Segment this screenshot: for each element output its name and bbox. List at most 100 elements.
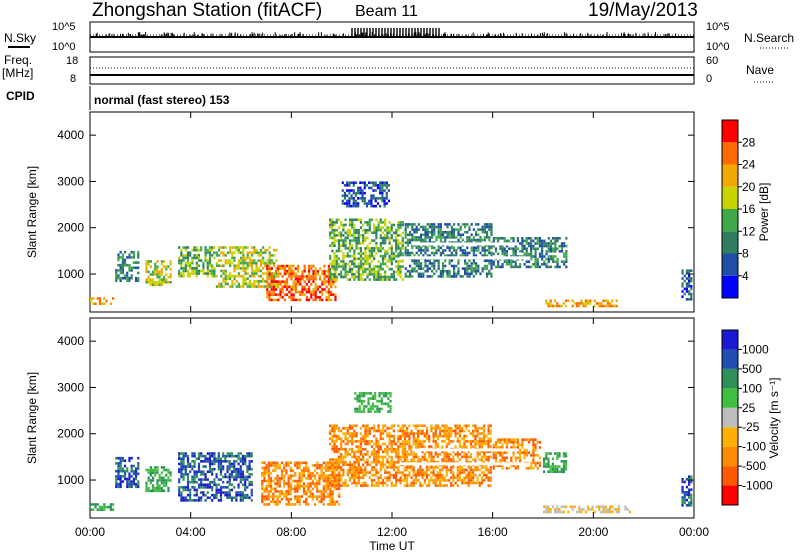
- echo-cell: [246, 476, 248, 479]
- echo-cell: [180, 452, 182, 455]
- echo-cell: [432, 469, 434, 472]
- echo-cell: [501, 446, 503, 449]
- echo-cell: [193, 455, 195, 458]
- echo-cell: [370, 197, 372, 200]
- echo-cell: [684, 293, 686, 296]
- echo-cell: [362, 257, 364, 260]
- echo-cell: [358, 276, 360, 279]
- echo-cell: [103, 503, 105, 506]
- echo-cell: [397, 255, 399, 258]
- echo-cell: [377, 226, 379, 229]
- echo-cell: [231, 499, 233, 502]
- echo-cell: [312, 299, 314, 302]
- echo-cell: [216, 251, 218, 254]
- echo-cell: [319, 278, 321, 281]
- echo-cell: [315, 293, 317, 296]
- echo-cell: [242, 270, 244, 273]
- echo-cell: [316, 464, 318, 467]
- echo-cell: [364, 453, 366, 456]
- echo-cell: [474, 466, 476, 469]
- echo-cell: [424, 435, 426, 438]
- echo-cell: [362, 270, 364, 273]
- echo-cell: [167, 490, 169, 493]
- echo-cell: [295, 267, 297, 270]
- echo-cell: [211, 254, 213, 257]
- echo-cell: [209, 465, 211, 468]
- echo-cell: [371, 427, 373, 430]
- echo-cell: [330, 286, 332, 289]
- echo-cell: [229, 246, 231, 249]
- echo-cell: [240, 476, 242, 479]
- echo-cell: [299, 475, 301, 478]
- echo-cell: [282, 267, 284, 270]
- echo-cell: [312, 270, 314, 273]
- echo-cell: [399, 270, 401, 273]
- echo-cell: [408, 424, 410, 427]
- echo-cell: [393, 276, 395, 279]
- echo-cell: [178, 246, 180, 249]
- echo-cell: [297, 299, 299, 302]
- echo-cell: [688, 293, 690, 296]
- echo-cell: [229, 275, 231, 278]
- echo-cell: [607, 305, 609, 308]
- echo-cell: [286, 293, 288, 296]
- echo-cell: [384, 239, 386, 242]
- freq-strip-frame: [90, 57, 694, 84]
- echo-cell: [386, 229, 388, 232]
- echo-cell: [268, 291, 270, 294]
- echo-cell: [282, 265, 284, 268]
- echo-cell: [424, 247, 426, 250]
- echo-cell: [218, 259, 220, 262]
- echo-cell: [226, 465, 228, 468]
- echo-cell: [283, 464, 285, 467]
- echo-cell: [180, 254, 182, 257]
- echo-cell: [435, 260, 437, 263]
- echo-cell: [380, 432, 382, 435]
- echo-cell: [431, 265, 433, 268]
- echo-cell: [128, 480, 130, 483]
- echo-cell: [263, 477, 265, 480]
- echo-cell: [349, 268, 351, 271]
- echo-cell: [198, 257, 200, 260]
- echo-cell: [312, 498, 314, 501]
- echo-cell: [290, 275, 292, 278]
- echo-cell: [384, 448, 386, 451]
- echo-cell: [305, 467, 307, 470]
- echo-cell: [213, 452, 215, 455]
- echo-cell: [474, 469, 476, 472]
- echo-cell: [299, 498, 301, 501]
- echo-cell: [391, 440, 393, 443]
- echo-cell: [258, 267, 260, 270]
- echo-cell: [321, 477, 323, 480]
- echo-cell: [331, 440, 333, 443]
- echo-cell: [408, 466, 410, 469]
- echo-cell: [202, 460, 204, 463]
- echo-cell: [413, 471, 415, 474]
- echo-cell: [415, 453, 417, 456]
- echo-cell: [559, 245, 561, 248]
- power-ylabel: Slant Range [km]: [25, 166, 39, 258]
- echo-cell: [312, 482, 314, 485]
- echo-cell: [242, 483, 244, 486]
- echo-cell: [371, 450, 373, 453]
- echo-cell: [161, 268, 163, 271]
- echo-cell: [379, 197, 381, 200]
- echo-cell: [295, 283, 297, 286]
- echo-cell: [90, 297, 92, 300]
- echo-cell: [273, 286, 275, 289]
- echo-cell: [247, 246, 249, 249]
- echo-cell: [371, 252, 373, 255]
- echo-cell: [207, 496, 209, 499]
- echo-cell: [333, 268, 335, 271]
- echo-cell: [290, 267, 292, 270]
- echo-cell: [450, 466, 452, 469]
- echo-cell: [517, 467, 519, 470]
- echo-cell: [128, 264, 130, 267]
- echo-cell: [240, 457, 242, 460]
- echo-cell: [336, 450, 338, 453]
- echo-cell: [402, 244, 404, 247]
- echo-cell: [399, 234, 401, 237]
- echo-cell: [545, 455, 547, 458]
- echo-cell: [487, 427, 489, 430]
- echo-cell: [258, 275, 260, 278]
